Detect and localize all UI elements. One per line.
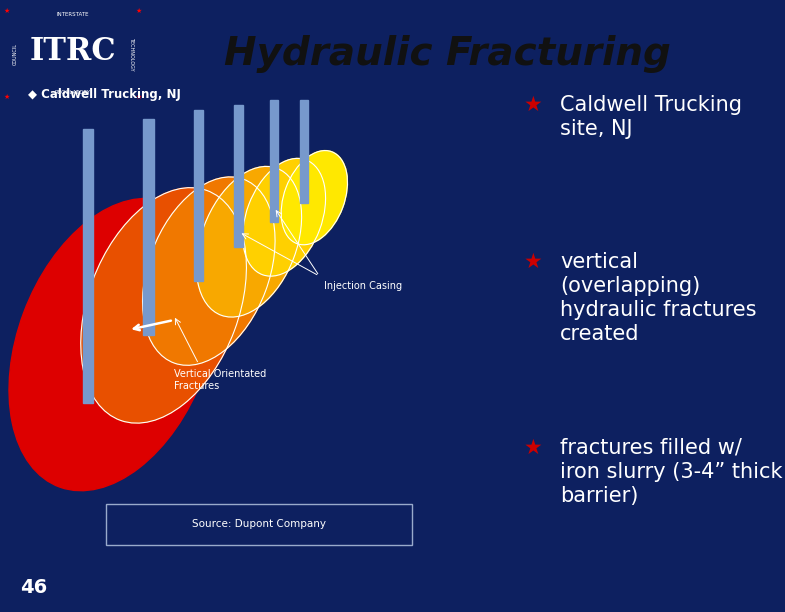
Text: Caldwell Trucking
site, NJ: Caldwell Trucking site, NJ <box>560 95 742 139</box>
Text: vertical
(overlapping)
hydraulic fractures
created: vertical (overlapping) hydraulic fractur… <box>560 252 757 343</box>
Text: Vertical Orientated
Fractures: Vertical Orientated Fractures <box>173 369 266 392</box>
Ellipse shape <box>143 177 275 365</box>
Text: ★: ★ <box>4 7 9 13</box>
Ellipse shape <box>81 188 246 423</box>
Text: ★: ★ <box>524 252 542 272</box>
Text: Hydraulic Fracturing: Hydraulic Fracturing <box>224 34 671 73</box>
Text: TECHNOLOGY: TECHNOLOGY <box>130 37 134 70</box>
Bar <box>270 100 279 222</box>
Text: COUNCIL: COUNCIL <box>13 43 17 64</box>
Ellipse shape <box>281 151 348 245</box>
Bar <box>194 110 203 281</box>
Ellipse shape <box>243 159 326 276</box>
Text: REGULATORY: REGULATORY <box>55 90 90 95</box>
Text: Injection Casing: Injection Casing <box>324 281 403 291</box>
Text: Source: Dupont Company: Source: Dupont Company <box>192 519 326 529</box>
Bar <box>83 129 93 403</box>
Text: 46: 46 <box>20 578 47 597</box>
Bar <box>144 119 154 335</box>
Text: ★: ★ <box>524 95 542 115</box>
Text: ★: ★ <box>4 94 9 100</box>
Ellipse shape <box>196 166 301 317</box>
Text: ★: ★ <box>136 7 141 13</box>
Text: ◆ Caldwell Trucking, NJ: ◆ Caldwell Trucking, NJ <box>28 88 181 100</box>
Text: ★: ★ <box>524 438 542 458</box>
Text: ITRC: ITRC <box>29 36 116 67</box>
Text: INTERSTATE: INTERSTATE <box>57 12 89 17</box>
Text: fractures filled w/
iron slurry (3-4” thick
barrier): fractures filled w/ iron slurry (3-4” th… <box>560 438 783 506</box>
Bar <box>235 105 243 247</box>
Text: ★: ★ <box>136 94 141 100</box>
Ellipse shape <box>9 198 217 491</box>
Bar <box>300 100 309 203</box>
